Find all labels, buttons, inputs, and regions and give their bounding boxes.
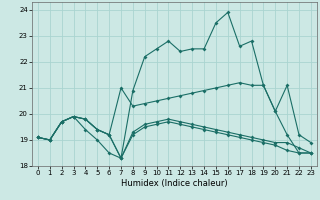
X-axis label: Humidex (Indice chaleur): Humidex (Indice chaleur): [121, 179, 228, 188]
